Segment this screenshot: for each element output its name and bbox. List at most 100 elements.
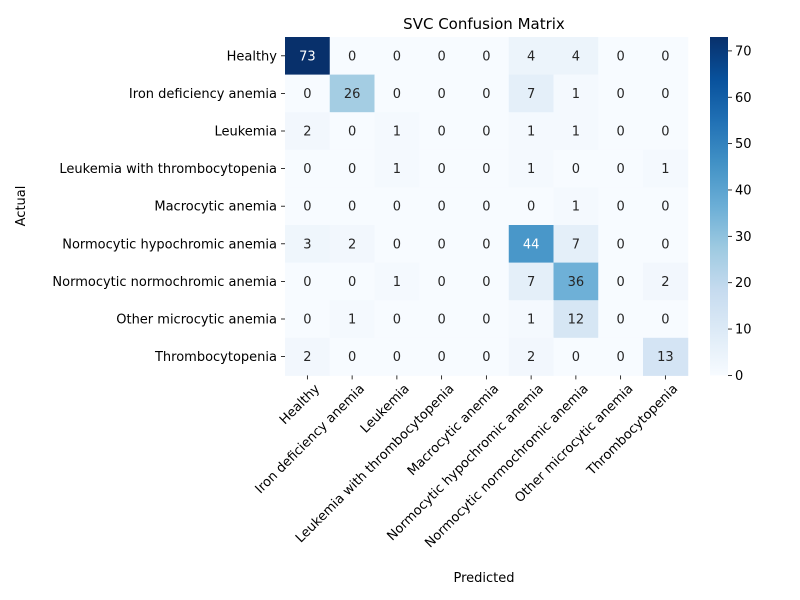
heatmap-cell	[419, 112, 465, 151]
heatmap-cell	[285, 37, 331, 76]
heatmap-cell	[374, 112, 420, 151]
y-tick-label: Normocytic hypochromic anemia	[62, 237, 277, 252]
heatmap-cell	[598, 112, 644, 151]
heatmap-cell	[285, 149, 331, 188]
cell-value-label: 0	[437, 275, 445, 290]
heatmap-cell	[464, 112, 510, 151]
colorbar-tick-label: 60	[735, 91, 752, 106]
heatmap-cell	[329, 225, 375, 264]
cell-value-label: 1	[393, 125, 401, 140]
cell-value-label: 0	[303, 162, 311, 177]
cell-value-label: 0	[437, 313, 445, 328]
heatmap-cell	[643, 149, 689, 188]
heatmap-cell	[508, 74, 554, 113]
cell-value-label: 0	[616, 162, 624, 177]
heatmap-cell	[374, 37, 420, 76]
heatmap-cell	[419, 37, 465, 76]
cell-value-label: 0	[393, 49, 401, 64]
x-tick-label: Leukemia with thrombocytopenia	[293, 382, 457, 546]
cell-value-label: 0	[393, 313, 401, 328]
y-tick-label: Thrombocytopenia	[154, 350, 277, 365]
heatmap-cell	[329, 112, 375, 151]
cell-value-label: 0	[482, 350, 490, 365]
heatmap-cell	[329, 337, 375, 376]
cell-value-label: 0	[482, 200, 490, 215]
cell-value-label: 0	[616, 313, 624, 328]
heatmap-cell	[285, 112, 331, 151]
heatmap-cell	[553, 300, 599, 339]
cell-value-label: 0	[661, 237, 669, 252]
cell-value-label: 0	[303, 87, 311, 102]
colorbar-tick-label: 50	[735, 137, 752, 152]
heatmap-cell	[285, 337, 331, 376]
heatmap-cell	[643, 300, 689, 339]
x-axis-label: Predicted	[453, 571, 514, 586]
cell-value-label: 0	[437, 162, 445, 177]
cell-value-label: 1	[527, 313, 535, 328]
heatmap-cell	[464, 187, 510, 226]
heatmap-cell	[508, 37, 554, 76]
heatmap-cell	[508, 149, 554, 188]
cell-value-label: 0	[616, 125, 624, 140]
cell-value-label: 0	[303, 313, 311, 328]
cell-value-label: 0	[661, 313, 669, 328]
heatmap-cell	[285, 225, 331, 264]
heatmap-cell	[598, 187, 644, 226]
cell-value-label: 0	[616, 49, 624, 64]
cell-value-label: 1	[572, 87, 580, 102]
chart-title: SVC Confusion Matrix	[403, 15, 565, 33]
cell-value-label: 0	[482, 49, 490, 64]
cell-value-label: 0	[482, 125, 490, 140]
heatmap-cell-labels: 73 0 0 0 0 4 4 0 00 26 0 0 0 7 1 0 02 0 1 0 0 1 1 0 00 0 1 0 0 1 0 0 10 0…	[299, 49, 674, 365]
heatmap-cell	[464, 262, 510, 301]
heatmap-cell	[598, 74, 644, 113]
colorbar-tick-label: 0	[735, 369, 743, 384]
cell-value-label: 13	[657, 350, 674, 365]
cell-value-label: 0	[616, 350, 624, 365]
cell-value-label: 0	[303, 275, 311, 290]
cell-value-label: 0	[661, 200, 669, 215]
cell-value-label: 1	[527, 125, 535, 140]
heatmap-cell	[643, 187, 689, 226]
heatmap-cell	[643, 112, 689, 151]
cell-value-label: 26	[344, 87, 361, 102]
cell-value-label: 2	[527, 350, 535, 365]
heatmap-cell	[285, 300, 331, 339]
heatmap-cell	[643, 225, 689, 264]
cell-value-label: 0	[348, 200, 356, 215]
heatmap-cell	[553, 112, 599, 151]
cell-value-label: 0	[661, 125, 669, 140]
cell-value-label: 0	[437, 237, 445, 252]
heatmap-cell	[508, 262, 554, 301]
cell-value-label: 0	[348, 49, 356, 64]
heatmap-cell	[419, 74, 465, 113]
cell-value-label: 0	[437, 200, 445, 215]
heatmap-cell	[553, 74, 599, 113]
colorbar-tick-label: 10	[735, 323, 752, 338]
cell-value-label: 0	[482, 237, 490, 252]
cell-value-label: 0	[437, 87, 445, 102]
heatmap-cell	[329, 149, 375, 188]
heatmap-cell	[464, 149, 510, 188]
cell-value-label: 0	[482, 275, 490, 290]
cell-value-label: 1	[661, 162, 669, 177]
cell-value-label: 2	[348, 237, 356, 252]
heatmap-cell	[643, 337, 689, 376]
colorbar-gradient	[710, 37, 728, 376]
heatmap-cell	[464, 225, 510, 264]
cell-value-label: 0	[616, 275, 624, 290]
x-tick-label: Normocytic hypochromic anemia	[384, 382, 546, 544]
cell-value-label: 36	[568, 275, 585, 290]
heatmap-cell	[508, 225, 554, 264]
heatmap-cell	[598, 337, 644, 376]
cell-value-label: 0	[437, 125, 445, 140]
cell-value-label: 0	[482, 87, 490, 102]
cell-value-label: 2	[303, 350, 311, 365]
cell-value-label: 4	[527, 49, 535, 64]
colorbar-tick-label: 30	[735, 230, 752, 245]
heatmap-cell	[374, 225, 420, 264]
heatmap-cell	[329, 300, 375, 339]
colorbar-tick-label: 20	[735, 276, 752, 291]
heatmap-cell	[464, 37, 510, 76]
